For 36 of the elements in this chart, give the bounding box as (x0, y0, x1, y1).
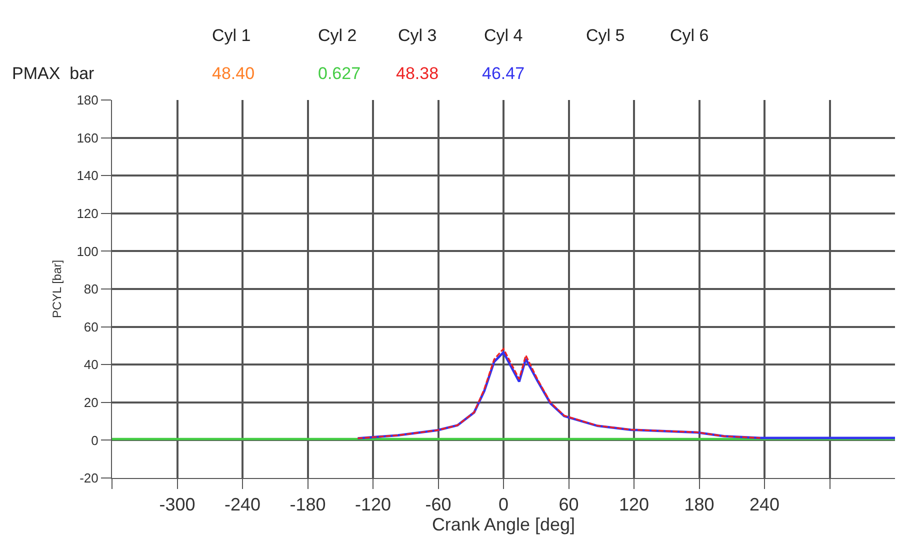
y-tick-label: 20 (84, 394, 98, 410)
y-tick-label: 160 (76, 130, 98, 146)
x-axis-title: Crank Angle [deg] (432, 514, 576, 535)
x-tick-label: 0 (498, 494, 509, 515)
y-tick-label: 180 (76, 92, 98, 108)
text: 48.40 (212, 64, 255, 83)
y-tick-label: 100 (76, 244, 98, 259)
text: 48.38 (396, 64, 439, 83)
y-tick-label: 60 (84, 319, 98, 334)
line-series (356, 348, 761, 440)
x-tick-label: -120 (354, 494, 392, 515)
text: Cyl 2 (318, 26, 357, 45)
x-tick-label: 120 (618, 494, 650, 515)
y-tick-label: 0 (91, 432, 98, 448)
text: Cyl 1 (212, 26, 251, 45)
text: PMAX bar (12, 64, 95, 83)
x-tick-label: 180 (684, 494, 714, 515)
text: Cyl 6 (670, 26, 709, 45)
text: Cyl 4 (484, 26, 523, 45)
x-tick-label: 60 (558, 494, 579, 515)
line-series (356, 351, 895, 440)
y-tick-label: 120 (76, 206, 98, 221)
x-tick-label: -240 (224, 494, 261, 515)
text: Cyl 5 (586, 26, 625, 45)
y-axis-title: PCYL [bar] (50, 260, 64, 318)
x-tick-label: -60 (425, 494, 452, 515)
y-tick-label: 140 (76, 168, 98, 184)
y-tick-label: 40 (84, 357, 98, 372)
text: Cyl 3 (398, 26, 437, 45)
y-tick-label: -20 (80, 470, 98, 486)
x-tick-label: -180 (290, 494, 326, 515)
x-tick-label: 240 (749, 494, 780, 515)
text: 0.627 (318, 64, 361, 83)
text: 46.47 (482, 64, 525, 83)
x-tick-label: -300 (159, 494, 196, 515)
y-tick-label: 80 (84, 282, 98, 297)
